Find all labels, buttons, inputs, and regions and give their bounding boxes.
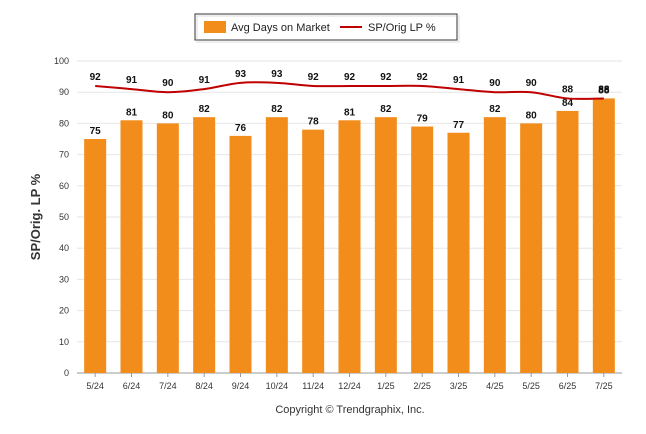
line-series	[95, 81, 604, 100]
bar	[483, 117, 506, 373]
bar	[411, 126, 434, 374]
x-tick-label: 8/24	[195, 381, 213, 391]
x-tick-label: 7/25	[595, 381, 613, 391]
y-tick-label: 40	[59, 243, 69, 253]
bar	[302, 129, 325, 373]
y-tick-label: 50	[59, 212, 69, 222]
bar-value-label: 88	[598, 85, 610, 96]
line-data-labels: 92 91 90 91 93 93 92 92 92 92 91 90 90 88 88	[90, 69, 610, 96]
bar	[520, 123, 543, 374]
y-tick-label: 80	[59, 118, 69, 128]
legend-shadow	[196, 15, 460, 43]
x-tick-label: 6/25	[559, 381, 577, 391]
y-tick-label: 60	[59, 181, 69, 191]
x-tick-label: 9/24	[232, 381, 250, 391]
bar	[374, 117, 397, 373]
line-series-path	[95, 81, 604, 100]
bar	[592, 98, 615, 373]
line-value-label: 92	[344, 72, 356, 83]
bar	[229, 135, 252, 373]
y-tick-label: 100	[54, 56, 69, 66]
y-tick-label: 30	[59, 274, 69, 284]
y-tick-label: 0	[64, 368, 69, 378]
bar-value-label: 80	[162, 110, 174, 121]
x-tick-label: 2/25	[413, 381, 431, 391]
line-value-label: 91	[199, 75, 211, 86]
bar-value-label: 82	[271, 104, 283, 115]
bar-value-label: 81	[344, 107, 356, 118]
line-value-label: 91	[126, 75, 138, 86]
legend-label-line: SP/Orig LP %	[368, 22, 436, 34]
bar	[84, 139, 107, 373]
line-value-label: 92	[90, 72, 102, 83]
x-tick-label: 4/25	[486, 381, 504, 391]
x-tick-label: 10/24	[266, 381, 289, 391]
bar-data-labels: 75 81 80 82 76 82 78 81 82 79 77 82 80 84 88	[90, 85, 610, 137]
bars	[84, 98, 615, 374]
line-value-label: 92	[308, 72, 320, 83]
y-tick-label: 70	[59, 150, 69, 160]
x-tick-label: 7/24	[159, 381, 177, 391]
x-tick-label: 11/24	[302, 381, 324, 391]
bar	[156, 123, 179, 374]
bar-value-label: 82	[489, 104, 501, 115]
bar-value-label: 75	[90, 126, 102, 137]
line-value-label: 90	[162, 78, 174, 89]
line-value-label: 93	[235, 69, 247, 80]
y-tick-label: 90	[59, 87, 69, 97]
x-tick-label: 5/24	[86, 381, 104, 391]
bar	[193, 117, 216, 373]
legend-box	[194, 13, 458, 41]
bar	[338, 120, 361, 373]
line-value-label: 88	[598, 84, 610, 95]
bar-value-label: 79	[417, 114, 429, 125]
x-tick-label: 12/24	[338, 381, 361, 391]
line-value-label: 88	[562, 84, 574, 95]
y-axis-title: SP/Orig. LP %	[28, 173, 43, 260]
line-value-label: 92	[380, 72, 392, 83]
legend: Avg Days on Market SP/Orig LP %	[194, 13, 460, 43]
bar-value-label: 80	[526, 110, 538, 121]
bar-value-label: 84	[562, 98, 574, 109]
bar-value-label: 78	[308, 117, 320, 128]
bar	[120, 120, 143, 373]
bar-value-label: 77	[453, 120, 465, 131]
y-tick-label: 20	[59, 306, 69, 316]
x-tick-label: 5/25	[522, 381, 540, 391]
x-tick-label: 6/24	[123, 381, 141, 391]
bar	[556, 110, 579, 374]
x-tick-label: 1/25	[377, 381, 395, 391]
line-value-label: 90	[526, 78, 538, 89]
bar-value-label: 76	[235, 123, 247, 134]
bar-value-label: 82	[380, 104, 392, 115]
bar	[265, 117, 288, 373]
bar-value-label: 81	[126, 107, 138, 118]
line-value-label: 91	[453, 75, 465, 86]
legend-label-bar: Avg Days on Market	[231, 22, 330, 34]
copyright-text: Copyright © Trendgraphix, Inc.	[275, 404, 424, 416]
y-axis-ticks: 0 10 20 30 40 50 60 70 80 90 100	[54, 56, 69, 378]
line-value-label: 93	[271, 69, 283, 80]
y-tick-label: 10	[59, 337, 69, 347]
line-value-label: 90	[489, 78, 501, 89]
bar-value-label: 82	[199, 104, 211, 115]
legend-swatch-bar	[204, 21, 226, 33]
x-tick-label: 3/25	[450, 381, 468, 391]
x-axis-ticks: 5/24 6/24 7/24 8/24 9/24 10/24 11/24 12/24 1/25 2…	[86, 373, 613, 391]
bar	[447, 132, 470, 373]
line-value-label: 92	[417, 72, 429, 83]
